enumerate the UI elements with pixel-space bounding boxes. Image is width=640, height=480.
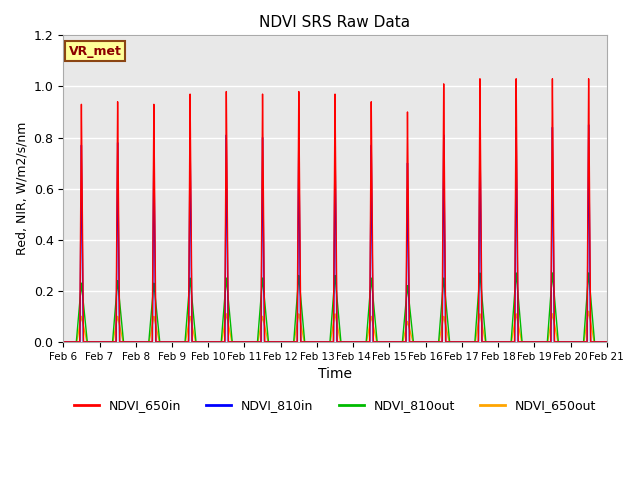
Title: NDVI SRS Raw Data: NDVI SRS Raw Data bbox=[259, 15, 411, 30]
NDVI_650in bbox=[585, 94, 593, 99]
NDVI_810out bbox=[596, 339, 604, 345]
Line: NDVI_810out: NDVI_810out bbox=[63, 273, 607, 342]
NDVI_650in bbox=[60, 339, 67, 345]
NDVI_650out bbox=[585, 309, 593, 315]
NDVI_810out bbox=[585, 272, 593, 277]
NDVI_810in bbox=[373, 339, 381, 345]
NDVI_650out bbox=[603, 339, 611, 345]
NDVI_810out bbox=[476, 270, 484, 276]
NDVI_650in bbox=[318, 339, 326, 345]
NDVI_810out bbox=[220, 314, 227, 320]
NDVI_650in bbox=[476, 76, 484, 82]
NDVI_810in bbox=[220, 339, 227, 345]
X-axis label: Time: Time bbox=[318, 367, 352, 381]
NDVI_650out bbox=[373, 339, 381, 345]
NDVI_650in bbox=[372, 339, 380, 345]
NDVI_650out bbox=[372, 336, 380, 342]
NDVI_810in bbox=[318, 339, 326, 345]
Line: NDVI_810in: NDVI_810in bbox=[63, 125, 607, 342]
Legend: NDVI_650in, NDVI_810in, NDVI_810out, NDVI_650out: NDVI_650in, NDVI_810in, NDVI_810out, NDV… bbox=[68, 394, 601, 417]
NDVI_650in bbox=[220, 339, 227, 345]
Line: NDVI_650in: NDVI_650in bbox=[63, 79, 607, 342]
NDVI_650out bbox=[220, 329, 227, 335]
NDVI_810in bbox=[60, 339, 67, 345]
Y-axis label: Red, NIR, W/m2/s/nm: Red, NIR, W/m2/s/nm bbox=[15, 122, 28, 255]
NDVI_650out bbox=[60, 339, 67, 345]
NDVI_650out bbox=[318, 339, 326, 345]
NDVI_810out bbox=[60, 339, 67, 345]
NDVI_650in bbox=[373, 339, 381, 345]
NDVI_650in bbox=[603, 339, 611, 345]
NDVI_810out bbox=[372, 328, 380, 334]
NDVI_650in bbox=[596, 339, 604, 345]
NDVI_810in bbox=[372, 339, 380, 345]
NDVI_810in bbox=[596, 339, 604, 345]
NDVI_810out bbox=[318, 339, 326, 345]
Text: VR_met: VR_met bbox=[68, 45, 122, 58]
NDVI_810in bbox=[585, 122, 593, 128]
NDVI_810out bbox=[373, 339, 381, 345]
NDVI_810in bbox=[603, 339, 611, 345]
NDVI_650out bbox=[596, 339, 604, 345]
NDVI_810out bbox=[603, 339, 611, 345]
Line: NDVI_650out: NDVI_650out bbox=[63, 311, 607, 342]
NDVI_810in bbox=[585, 144, 593, 149]
NDVI_650out bbox=[585, 308, 593, 314]
